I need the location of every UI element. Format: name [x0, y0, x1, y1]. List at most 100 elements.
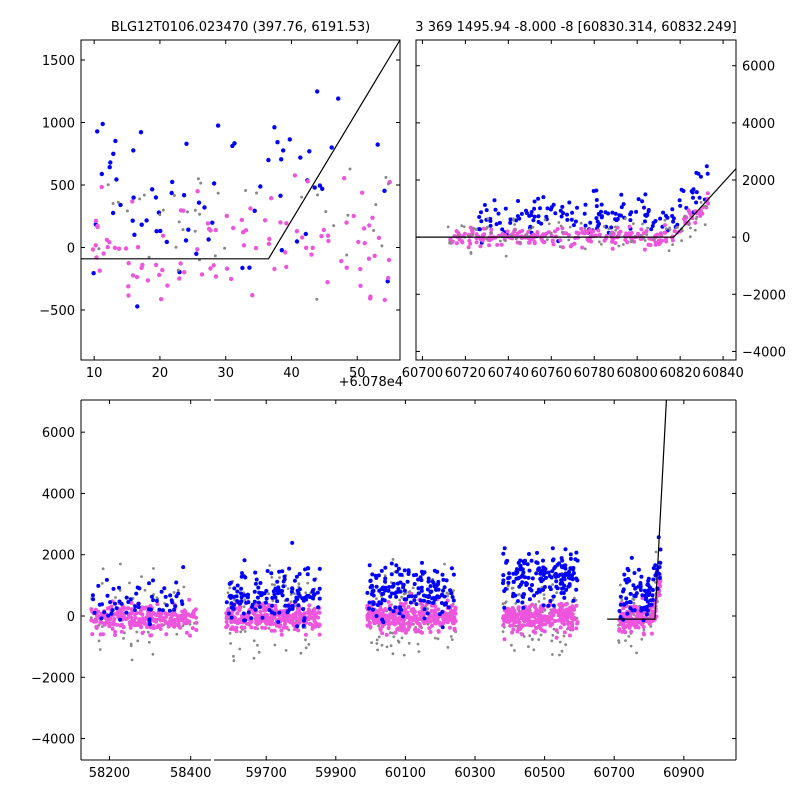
zoom-point-blue — [108, 160, 113, 165]
season-point-magenta — [505, 229, 510, 234]
full-point-blue — [440, 592, 444, 597]
season-point-grey — [608, 231, 612, 235]
full-point-grey — [128, 581, 131, 585]
full-point-blue — [170, 600, 175, 605]
full-point-magenta — [184, 630, 189, 635]
season-point-grey — [486, 217, 490, 221]
zoom-point-magenta — [160, 233, 166, 238]
season-point-grey — [528, 228, 532, 231]
season-point-grey — [614, 228, 618, 232]
zoom-point-grey — [316, 193, 320, 197]
season-point-magenta — [527, 240, 532, 245]
zoom-point-magenta — [292, 173, 298, 178]
zoom-point-blue — [186, 227, 191, 232]
full-point-blue — [109, 611, 114, 616]
zoom-point-magenta — [95, 223, 100, 229]
full-point-magenta — [412, 627, 417, 632]
full-point-grey — [550, 639, 554, 643]
season-point-blue — [698, 174, 703, 179]
full-point-blue — [628, 591, 633, 596]
full-point-grey — [129, 642, 133, 646]
zoom-point-magenta — [224, 266, 230, 271]
full-point-grey — [620, 598, 624, 602]
zoom-point-magenta — [205, 221, 211, 226]
zoom-point-blue — [132, 232, 137, 237]
full-point-blue — [273, 586, 278, 591]
zoom-point-blue — [298, 155, 303, 160]
full-point-blue — [560, 580, 565, 585]
season-point-blue — [671, 219, 676, 224]
full-point-blue — [575, 578, 580, 583]
full-point-grey — [130, 658, 134, 662]
full-point-grey — [416, 642, 420, 646]
full-point-grey — [375, 638, 379, 642]
season-point-grey — [471, 233, 475, 237]
zoom-point-magenta — [241, 243, 247, 248]
season-point-blue — [500, 227, 505, 232]
full-point-magenta — [559, 604, 564, 609]
full-point-magenta — [122, 606, 127, 611]
season-point-blue — [678, 203, 683, 208]
full-point-blue — [242, 593, 247, 598]
full-point-magenta — [258, 609, 263, 614]
full-point-magenta — [570, 627, 575, 632]
zoom-point-magenta — [342, 176, 347, 181]
full-point-magenta — [272, 615, 277, 620]
full-point-blue — [290, 540, 295, 545]
season-point-blue — [643, 219, 647, 224]
full-point-blue — [645, 590, 650, 595]
zoom-point-blue — [169, 190, 174, 196]
season-point-grey — [579, 221, 583, 225]
season-point-grey — [469, 251, 473, 254]
full-point-magenta — [164, 632, 169, 637]
season-point-magenta — [550, 239, 555, 244]
full-point-blue — [235, 589, 240, 594]
full-point-magenta — [640, 596, 645, 601]
zoom-point-grey — [255, 191, 258, 195]
season-point-grey — [607, 227, 611, 231]
full-point-grey — [243, 598, 247, 602]
full-point-blue — [270, 595, 275, 600]
season-point-blue — [640, 199, 645, 204]
season-point-grey — [632, 222, 635, 226]
full-point-magenta — [651, 610, 656, 615]
full-point-magenta — [386, 626, 391, 631]
full-point-magenta — [617, 628, 622, 633]
full-point-grey — [516, 593, 520, 597]
full-point-blue — [114, 606, 119, 611]
season-point-magenta — [610, 239, 615, 244]
full-point-blue — [239, 586, 244, 591]
full-point-grey — [307, 643, 311, 646]
season-point-grey — [676, 225, 680, 229]
full-point-blue — [653, 573, 658, 578]
season-point-magenta — [664, 236, 669, 241]
season-point-grey — [681, 229, 684, 233]
zoom-point-grey — [345, 253, 349, 257]
season-point-magenta — [553, 229, 557, 234]
season-point-magenta — [629, 230, 634, 235]
season-point-grey — [560, 230, 564, 234]
full-point-blue — [502, 546, 507, 551]
full-point-magenta — [534, 609, 539, 614]
full-point-blue — [376, 573, 381, 578]
zoom-point-magenta — [358, 283, 363, 288]
full-point-blue — [267, 608, 272, 613]
full-point-blue — [375, 603, 380, 607]
full-point-blue — [110, 608, 115, 613]
full-point-blue — [418, 598, 423, 603]
season-point-magenta — [698, 208, 703, 213]
full-point-blue — [449, 591, 454, 596]
full-point-blue — [638, 581, 643, 585]
full-point-magenta — [522, 612, 527, 617]
season-point-magenta — [670, 238, 675, 243]
full-point-magenta — [253, 626, 258, 630]
full-point-blue — [383, 579, 387, 584]
full-point-magenta — [567, 633, 572, 638]
full-point-magenta — [623, 630, 628, 635]
season-point-blue — [670, 214, 675, 218]
full-point-magenta — [169, 614, 174, 618]
full-point-blue — [239, 574, 244, 579]
full-point-blue — [316, 605, 321, 610]
full-point-magenta — [273, 607, 278, 612]
